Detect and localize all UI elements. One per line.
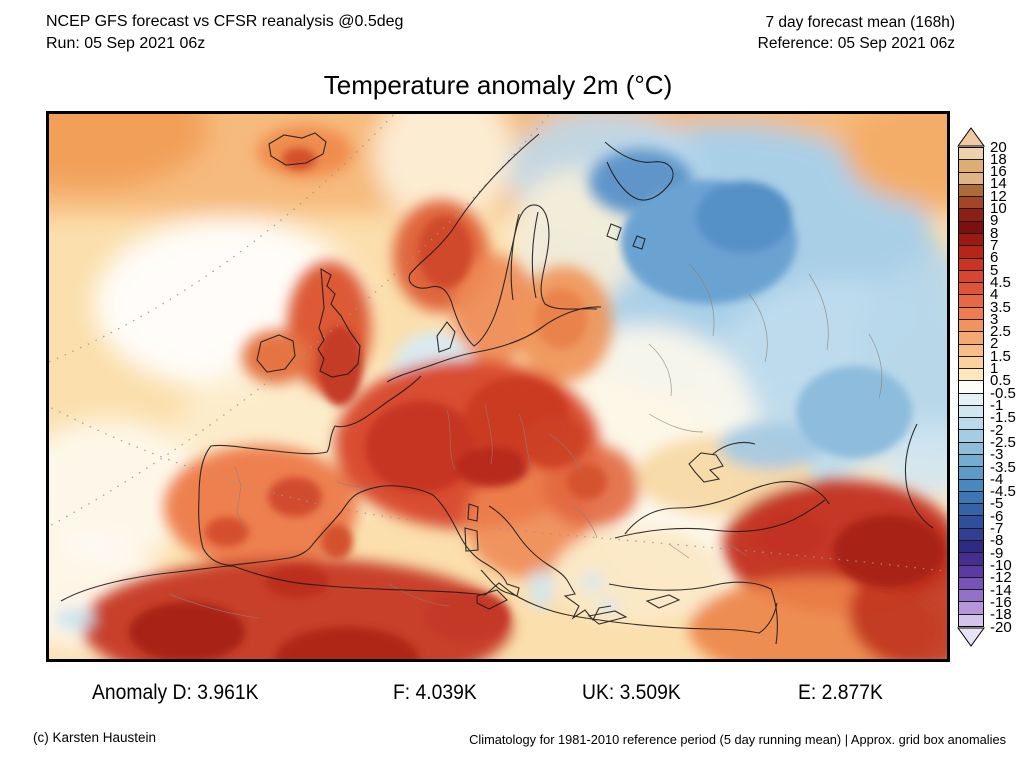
forecast-range: 7 day forecast mean (168h)	[765, 14, 955, 31]
header-left: NCEP GFS forecast vs CFSR reanalysis @0.…	[46, 11, 403, 55]
coastlines	[60, 132, 934, 645]
anomaly-map	[46, 111, 950, 662]
reference-info: Reference: 05 Sep 2021 06z	[757, 35, 955, 52]
stat-anomaly-e: E: 2.877K	[798, 681, 883, 704]
stat-anomaly-f: F: 4.039K	[393, 681, 477, 704]
colorbar-legend: 20 18 16 14 12 10 9 8 7 6 5 4.5 4 3.5 3 2.5 2 1.5 1 0.5 -0.5…	[957, 127, 1024, 657]
header-right: 7 day forecast mean (168h) Reference: 05…	[758, 12, 955, 54]
run-info: Run: 05 Sep 2021 06z	[46, 35, 206, 52]
colorbar-bands	[958, 147, 984, 627]
stat-anomaly-d: Anomaly D: 3.961K	[92, 681, 259, 704]
graticule-lines	[49, 114, 947, 573]
climatology-note: Climatology for 1981-2010 reference peri…	[469, 732, 1006, 747]
colorbar-arrow-down	[957, 627, 985, 647]
colorbar-arrow-up	[957, 127, 985, 147]
country-borders	[168, 263, 883, 619]
anomaly-stats: Anomaly D: 3.961K F: 4.039K UK: 3.509K E…	[0, 681, 1024, 709]
copyright: (c) Karsten Haustein	[33, 730, 157, 745]
model-info: NCEP GFS forecast vs CFSR reanalysis @0.…	[46, 13, 404, 30]
stat-anomaly-uk: UK: 3.509K	[582, 681, 681, 704]
page-title: Temperature anomaly 2m (°C)	[323, 70, 673, 100]
anomaly-field-cores	[129, 148, 945, 659]
